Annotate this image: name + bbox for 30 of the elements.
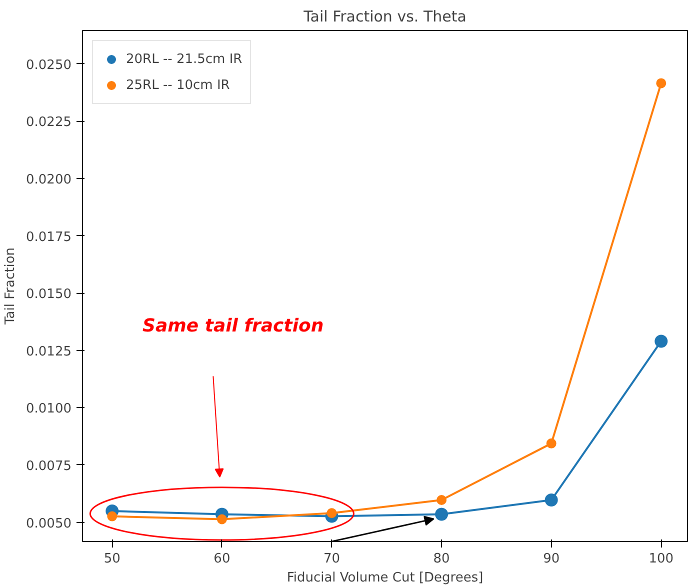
point bbox=[435, 508, 448, 521]
point bbox=[216, 514, 227, 524]
y-tick-label: 0.0125 bbox=[26, 344, 72, 360]
x-tick-label: 90 bbox=[543, 552, 560, 566]
point bbox=[436, 495, 447, 506]
x-tick-label: 50 bbox=[104, 552, 120, 566]
point bbox=[326, 508, 337, 518]
legend-label: 25RL -- 10cm IR bbox=[126, 78, 230, 92]
annotation: Same tail fraction bbox=[142, 316, 324, 336]
point bbox=[107, 511, 118, 522]
y-tick-label: 0.0100 bbox=[26, 402, 72, 417]
y-tick-label: 0.0200 bbox=[26, 172, 72, 188]
point bbox=[656, 78, 666, 88]
point bbox=[546, 438, 556, 448]
x-axis-title: Fiducial Volume Cut [Degrees] bbox=[286, 570, 484, 586]
y-tick-label: 0.0175 bbox=[26, 230, 72, 245]
x-tick-label: 60 bbox=[214, 552, 230, 566]
point bbox=[654, 334, 668, 348]
point bbox=[544, 494, 558, 507]
y-tick-label: 0.0150 bbox=[26, 287, 72, 302]
chart-title: Tail Fraction vs. Theta bbox=[302, 8, 466, 26]
x-tick-label: 80 bbox=[433, 552, 450, 566]
y-tick-label: 0.0225 bbox=[26, 115, 72, 130]
y-axis-title: Tail Fraction bbox=[3, 247, 18, 326]
y-tick-label: 0.0075 bbox=[26, 458, 72, 474]
y-tick-label: 0.0050 bbox=[26, 516, 72, 532]
legend-label: 20RL -- 21.5cm IR bbox=[126, 52, 242, 66]
x-tick-label: 70 bbox=[323, 552, 340, 566]
x-tick-label: 100 bbox=[648, 552, 674, 566]
y-tick-label: 0.0250 bbox=[26, 58, 72, 73]
